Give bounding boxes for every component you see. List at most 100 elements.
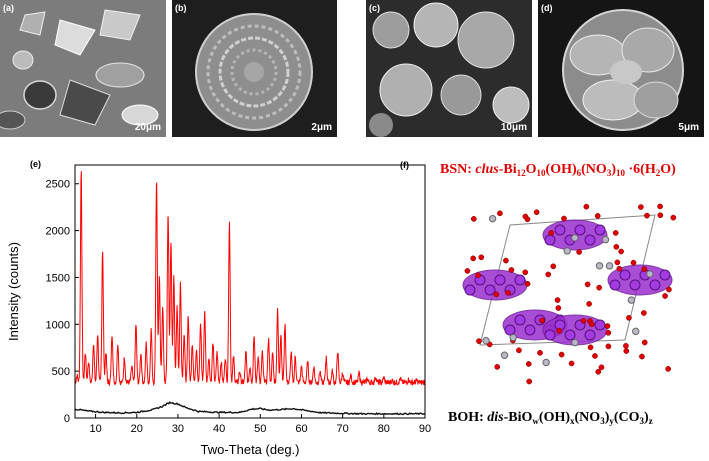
nitrogen-atom [571,234,579,242]
bi-atom [504,324,516,336]
bi-atom [484,284,496,296]
oxygen-atom [522,269,529,276]
x-axis-ticks: 10 20 30 40 50 60 70 80 90 [89,414,431,435]
oxygen-atom [554,297,561,303]
sem-panel-a: (a) 20μm [0,0,166,137]
oxygen-atom [576,249,582,255]
oxygen-atom [537,349,543,356]
panel-label-c: (c) [369,3,380,13]
oxygen-atom [626,314,632,321]
boh-part: w [532,416,539,426]
oxygen-atom [623,342,629,349]
y-tick-label: 1000 [46,319,70,331]
oxygen-atom [666,286,672,293]
bi-atom [554,224,566,236]
boh-part: ) [644,410,649,425]
oxygen-atom [493,291,500,298]
nitrogen-atom [509,333,517,342]
oxygen-atom [657,212,664,219]
nitrogen-atom [482,336,490,345]
nitrogen-atom [488,214,497,223]
y-axis-ticks: 0 500 1000 1500 2000 2500 [46,179,79,425]
xrd-chart: (e) 0 500 1000 1500 2000 2500 10 20 30 40 50 60 70 8… [6,159,431,457]
scale-bar-d: 5μm [678,122,699,133]
sem-panel-b: (b) 2μm [172,0,337,137]
boh-italic: dis [487,410,504,425]
scale-bar-a: 20μm [134,122,161,133]
oxygen-atom [657,203,663,210]
boh-part: y [609,416,614,426]
y-tick-label: 2000 [46,226,70,238]
bsn-part: (OH) [545,162,577,177]
oxygen-atom [638,204,644,210]
boh-part: ) [604,410,610,425]
oxygen-atom [503,257,509,264]
oxygen-atom [662,293,668,299]
oxygen-atom [558,351,565,358]
oxygen-atom [505,289,511,296]
bsn-part: 10 [536,168,546,178]
x-tick-label: 60 [295,423,307,435]
panel-label-d: (d) [541,3,553,13]
x-tick-label: 30 [172,423,184,435]
bsn-part: -Bi [498,162,517,177]
sem-image-a [0,0,166,137]
oxygen-atom [533,209,540,216]
boh-part: -BiO [503,410,533,425]
oxygen-atom [497,210,503,217]
boh-part: (OH) [538,410,571,425]
oxygen-atom [618,248,624,255]
oxygen-atom [596,284,603,291]
oxygen-atom [555,305,562,311]
oxygen-atom [525,361,532,367]
bi-atom [659,269,671,281]
y-tick-label: 1500 [46,272,70,284]
x-tick-label: 20 [131,423,143,435]
bsn-part: O) [660,162,676,177]
boh-part: z [648,416,653,426]
series-line-boh [74,400,426,416]
boh-part: (NO [574,410,601,425]
oxygen-atom [580,317,587,324]
bsn-part: ) [611,162,616,177]
oxygen-atom [641,266,648,272]
boh-part: 3 [600,416,605,426]
nitrogen-atom [500,351,509,359]
oxygen-atom [612,230,619,236]
sem-image-d [538,0,704,137]
boh-part: 3 [639,416,645,426]
oxygen-atom [561,215,567,222]
boh-part: (CO [613,410,640,425]
oxygen-atom [470,255,477,262]
oxygen-atom [613,244,620,250]
bsn-part: (NO [581,162,607,177]
oxygen-atom [470,216,477,222]
oxygen-atom [630,259,637,266]
x-tick-label: 70 [337,423,349,435]
oxygen-atom [548,230,555,236]
bi-atom [574,224,586,236]
bsn-part: 3 [606,168,612,178]
oxygen-atom [623,348,630,354]
bi-atom [544,234,556,246]
nitrogen-atom [632,327,640,336]
oxygen-atom [586,301,592,307]
series-line-bsn [74,171,426,387]
bi-atom [464,284,476,296]
nitrogen-atom [601,235,610,244]
oxygen-atom [508,267,515,273]
oxygen-atom [584,281,591,288]
oxygen-atom [516,347,522,354]
bi-atom [494,274,506,286]
scale-bar-c: 10μm [500,122,527,133]
bi-atom [524,324,536,336]
bsn-part: ·6(H [624,162,656,177]
x-tick-label: 80 [378,423,390,435]
x-tick-label: 10 [89,423,101,435]
oxygen-atom [639,353,645,360]
sem-image-c [366,0,532,137]
scale-bar-b: 2μm [311,122,332,133]
bi-atom [544,329,556,341]
oxygen-atom [595,368,602,375]
bi-atom [619,269,631,281]
